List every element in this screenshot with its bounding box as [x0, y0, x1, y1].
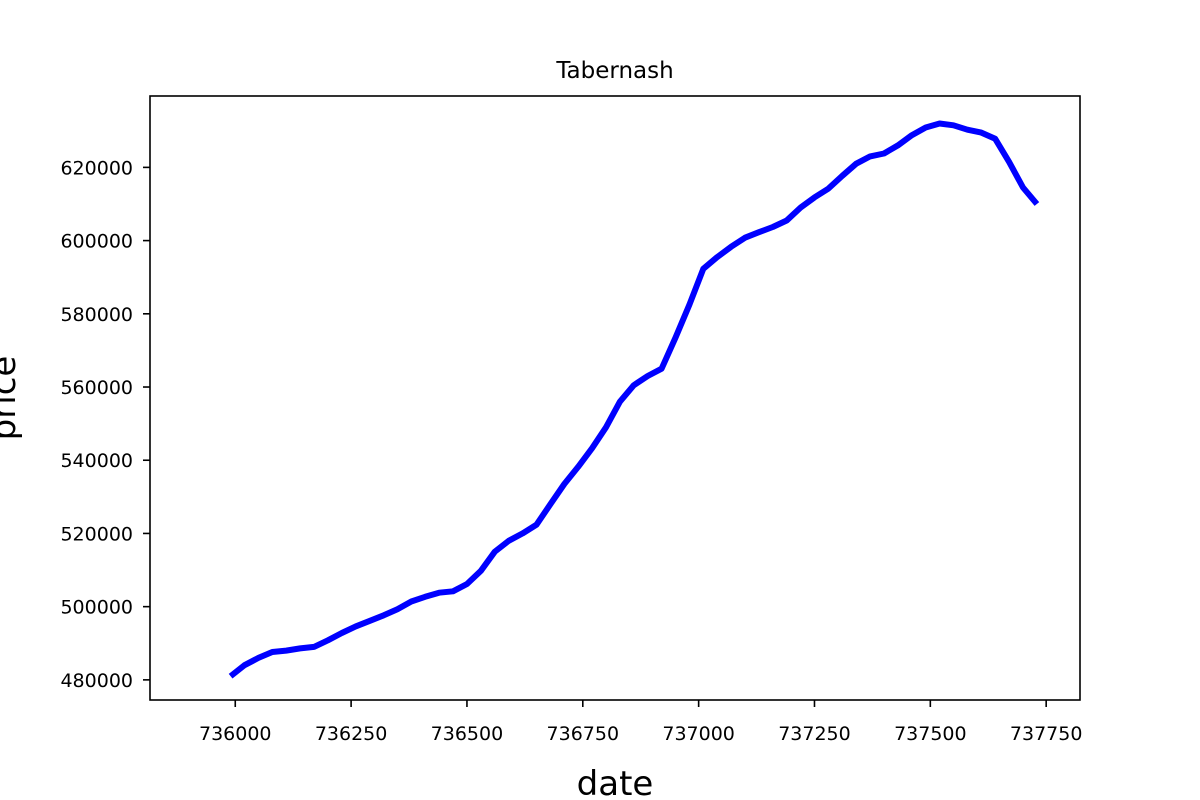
- y-tick-label: 540000: [60, 450, 133, 472]
- plot-frame: [149, 95, 1081, 701]
- x-tick-label: 736250: [315, 723, 388, 745]
- y-tick-label: 560000: [60, 377, 133, 399]
- x-tick-label: 737250: [778, 723, 851, 745]
- y-tick-label: 580000: [60, 304, 133, 326]
- x-axis-ticks: 736000 736250 736500 736750 737000 737250 7375…: [199, 700, 1082, 745]
- x-axis-label: date: [577, 764, 654, 800]
- y-tick-label: 620000: [60, 157, 133, 179]
- y-tick-label: 480000: [60, 670, 133, 692]
- x-tick-label: 736750: [547, 723, 620, 745]
- x-tick-label: 736500: [431, 723, 504, 745]
- y-axis-ticks: 480000 500000 520000 540000 560000 580000 6000…: [60, 157, 150, 692]
- series-layer: [228, 120, 1040, 679]
- x-tick-label: 737750: [1010, 723, 1083, 745]
- y-axis-label: price: [0, 356, 24, 441]
- price-series-line: [228, 120, 1040, 679]
- y-tick-label: 520000: [60, 523, 133, 545]
- x-tick-label: 736000: [199, 723, 272, 745]
- y-tick-label: 500000: [60, 597, 133, 619]
- y-tick-label: 600000: [60, 231, 133, 253]
- chart-title: Tabernash: [555, 58, 673, 84]
- x-tick-label: 737500: [894, 723, 967, 745]
- x-tick-label: 737000: [662, 723, 735, 745]
